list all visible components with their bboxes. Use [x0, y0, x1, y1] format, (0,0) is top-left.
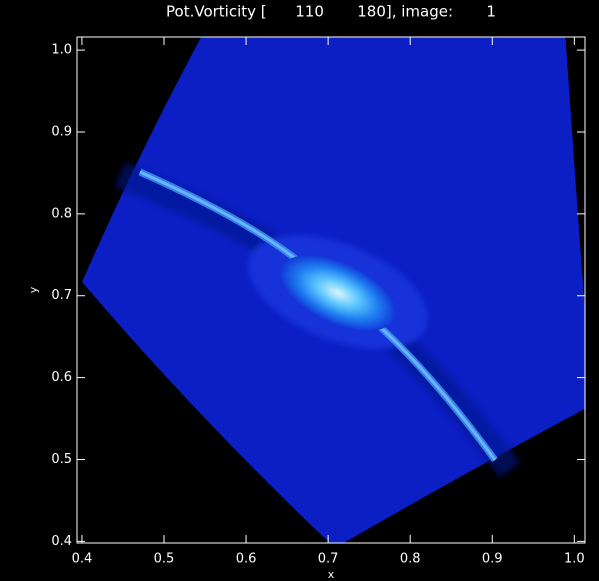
x-tick-label: 0.7 [318, 552, 339, 567]
x-tick-label: 0.8 [400, 552, 421, 567]
y-tick-label: 0.7 [51, 288, 72, 303]
y-tick-label: 1.0 [51, 43, 72, 58]
y-tick-label: 0.6 [51, 370, 72, 385]
x-tick-label: 0.4 [72, 552, 93, 567]
chart-title: Pot.Vorticity [ 110 180], image: 1 [166, 3, 496, 21]
x-axis-label: x [328, 568, 335, 581]
vorticity-image [82, 30, 592, 548]
chart: Pot.Vorticity [ 110 180], image: 1 x y 0… [0, 0, 599, 581]
x-tick-label: 0.5 [154, 552, 175, 567]
x-tick-label: 1.0 [564, 552, 585, 567]
y-tick-label: 0.4 [51, 534, 72, 549]
x-tick-label: 0.9 [482, 552, 503, 567]
y-tick-label: 0.8 [51, 206, 72, 221]
y-tick-label: 0.9 [51, 124, 72, 139]
y-tick-label: 0.5 [51, 452, 72, 467]
x-tick-label: 0.6 [236, 552, 257, 567]
y-axis-label: y [27, 286, 40, 293]
